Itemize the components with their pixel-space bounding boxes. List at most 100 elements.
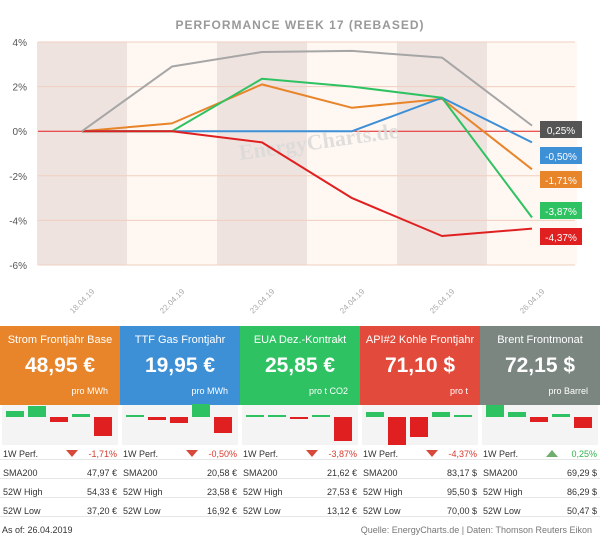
stat-value: 50,47 $ [566,506,597,516]
end-label: -4,37% [540,228,582,245]
daily-change-bar [388,417,406,445]
stat-row-perf: 1W Perf. -4,37% [360,446,480,460]
daily-change-bar [552,414,570,417]
daily-change-bar [574,417,592,428]
daily-change-bar [312,415,330,417]
end-label: -1,71% [540,171,582,188]
source-note: Quelle: EnergyCharts.de | Daten: Thomson… [360,525,592,535]
stat-label: SMA200 [363,468,398,478]
bars-column [242,405,358,445]
day-band [37,42,127,265]
stats-brent: 1W Perf. 0,25% SMA200 69,29 $ 52W High 8… [480,446,600,520]
market-cards: Strom Frontjahr Base 48,95 € pro MWh TTF… [0,326,600,405]
x-tick-label: 23.04.19 [248,287,277,316]
stat-label: 1W Perf. [483,449,519,459]
end-label-text: -0,50% [545,152,577,163]
x-tick-label: 18.04.19 [68,287,97,316]
down-triangle-icon [186,450,198,457]
daily-change-bar [192,404,210,417]
stat-label: 52W High [243,487,283,497]
down-triangle-icon [426,450,438,457]
up-triangle-icon [546,450,558,457]
y-tick-label: 0% [13,127,28,138]
bars-column [122,404,238,445]
chart-title: PERFORMANCE WEEK 17 (REBASED) [175,18,424,32]
stat-value: -4,37% [448,449,477,459]
stat-label: SMA200 [243,468,278,478]
card-coal: API#2 Kohle Frontjahr 71,10 $ pro t [360,326,480,405]
card-title: API#2 Kohle Frontjahr [365,334,475,346]
card-value: 25,85 € [264,354,336,377]
stat-value: 47,97 € [86,468,117,478]
bars-column [482,405,598,445]
y-tick-label: -4% [9,216,27,227]
end-label-box [540,202,582,219]
daily-change-bars [0,404,600,445]
day-band [307,42,397,265]
daily-change-bar [530,417,548,422]
card-value: 19,95 € [144,354,216,377]
y-tick-label: -6% [9,261,27,272]
stat-row-high: 52W High 23,58 € [120,484,240,498]
daily-change-bar [148,417,166,420]
stat-row-perf: 1W Perf. -3,87% [240,446,360,460]
stat-row-perf: 1W Perf. -0,50% [120,446,240,460]
series-line [82,130,533,238]
stat-label: 52W Low [243,506,281,516]
x-tick-label: 24.04.19 [338,287,367,316]
stat-label: 52W Low [123,506,161,516]
card-unit: pro MWh [191,386,228,396]
daily-change-bar [6,411,24,417]
stats-table: 1W Perf. -1,71% SMA200 47,97 € 52W High … [0,446,600,520]
stat-label: 52W High [483,487,523,497]
stat-row-low: 52W Low 13,12 € [240,503,360,517]
stat-label: SMA200 [3,468,38,478]
stats-gas: 1W Perf. -0,50% SMA200 20,58 € 52W High … [120,446,240,520]
card-gas: TTF Gas Frontjahr 19,95 € pro MWh [120,326,240,405]
stat-value: -3,87% [328,449,357,459]
stat-label: 1W Perf. [243,449,279,459]
stat-row-sma: SMA200 21,62 € [240,465,360,479]
stat-value: 37,20 € [86,506,117,516]
stat-label: 52W Low [483,506,521,516]
stat-value: 83,17 $ [446,468,477,478]
daily-change-bar [246,415,264,417]
card-value: 71,10 $ [384,354,456,377]
stat-label: 52W Low [3,506,41,516]
stat-label: 52W Low [363,506,401,516]
end-label-box [540,121,582,138]
daily-change-bar [50,417,68,422]
stat-value: 69,29 $ [566,468,597,478]
stat-label: 1W Perf. [123,449,159,459]
day-band [127,42,217,265]
daily-change-bar [290,417,308,419]
end-label-text: 0,25% [547,126,575,137]
stat-label: 52W High [363,487,403,497]
x-tick-label: 22.04.19 [158,287,187,316]
daily-change-bar [508,412,526,417]
daily-change-bar [410,417,428,437]
daily-change-bar [126,415,144,417]
end-label-box [540,171,582,188]
stat-label: SMA200 [123,468,158,478]
card-brent: Brent Frontmonat 72,15 $ pro Barrel [480,326,600,405]
stat-row-low: 52W Low 50,47 $ [480,503,600,517]
stat-label: 52W High [123,487,163,497]
card-title: TTF Gas Frontjahr [134,334,226,346]
end-label-text: -4,37% [545,233,577,244]
stat-row-perf: 1W Perf. 0,25% [480,446,600,460]
stat-value: 95,50 $ [446,487,477,497]
stat-row-high: 52W High 86,29 $ [480,484,600,498]
stat-value: 13,12 € [326,506,357,516]
card-title: Brent Frontmonat [497,334,583,346]
down-triangle-icon [306,450,318,457]
stat-value: -0,50% [208,449,237,459]
stat-value: 0,25% [571,449,597,459]
end-label: -0,50% [540,147,582,164]
end-label-box [540,147,582,164]
card-title: EUA Dez.-Kontrakt [253,334,347,346]
daily-change-bar [170,417,188,423]
stat-value: -1,71% [88,449,117,459]
y-tick-label: 2% [13,83,28,94]
stat-value: 54,33 € [86,487,117,497]
